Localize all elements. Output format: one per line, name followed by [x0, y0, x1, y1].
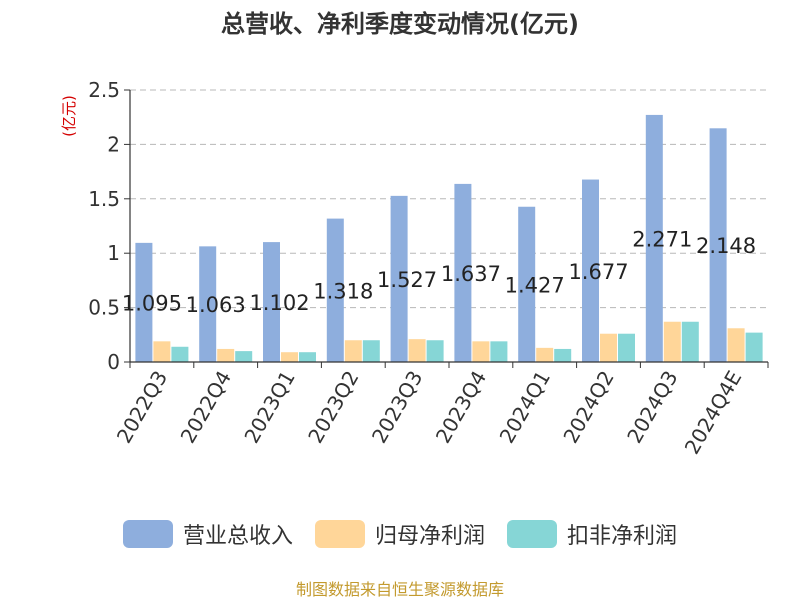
- legend-swatch-deducted-profit: [507, 520, 557, 548]
- y-tick-label: 1: [107, 241, 120, 265]
- y-axis-unit-label: (亿元): [60, 95, 78, 137]
- y-tick-label: 0.5: [88, 296, 120, 320]
- bar-revenue: [326, 218, 344, 362]
- legend-swatch-net-profit: [314, 520, 365, 548]
- bar-deducted-profit: [618, 333, 635, 362]
- x-tick-label: 2023Q2: [303, 367, 363, 448]
- chart-title: 总营收、净利季度变动情况(亿元): [221, 10, 579, 38]
- source-note: 制图数据来自恒生聚源数据库: [295, 580, 504, 599]
- data-label: 1.527: [377, 268, 437, 292]
- legend-label-deducted-profit: 扣非净利润: [567, 524, 678, 549]
- x-tick-label: 2024Q2: [558, 367, 618, 448]
- bar-deducted-profit: [171, 346, 189, 362]
- bar-deducted-profit: [681, 321, 699, 362]
- y-tick-label: 1.5: [88, 187, 120, 211]
- data-label: 1.095: [122, 291, 182, 315]
- bar-net-profit: [217, 348, 235, 362]
- x-tick-label: 2024Q4E: [680, 367, 747, 459]
- bar-revenue: [454, 183, 472, 362]
- bar-revenue: [199, 246, 217, 362]
- legend: 营业总收入 归母净利润 扣非净利润: [0, 518, 800, 550]
- bar-deducted-profit: [745, 332, 763, 362]
- bar-net-profit: [727, 328, 745, 362]
- legend-item-net-profit[interactable]: 归母净利润: [314, 518, 485, 550]
- legend-swatch-revenue: [122, 520, 173, 548]
- bar-revenue: [135, 242, 153, 362]
- data-label: 1.637: [441, 262, 501, 286]
- data-labels: 1.095 1.063 1.102 1.318 1.527 1.637 1.4271.677…: [122, 227, 756, 317]
- legend-item-revenue[interactable]: 营业总收入: [122, 518, 293, 550]
- bar-revenue: [390, 195, 408, 362]
- bar-revenue: [709, 128, 727, 362]
- bar-deducted-profit: [426, 340, 444, 362]
- x-tick-label: 2023Q3: [367, 367, 427, 448]
- bar-deducted-profit: [299, 352, 316, 362]
- x-tick-label: 2022Q3: [112, 367, 172, 448]
- bar-net-profit: [408, 339, 426, 362]
- bar-deducted-profit: [235, 351, 253, 362]
- bar-net-profit: [600, 333, 617, 362]
- bar-net-profit: [536, 347, 554, 362]
- y-tick-label: 2: [107, 132, 120, 156]
- bar-net-profit: [153, 341, 171, 362]
- bar-deducted-profit: [490, 341, 508, 362]
- bar-deducted-profit: [362, 340, 380, 362]
- x-tick-label: 2022Q4: [176, 367, 236, 448]
- legend-label-revenue: 营业总收入: [182, 524, 293, 549]
- y-tick-label: 0: [107, 350, 120, 374]
- x-tick-label: 2023Q4: [431, 367, 491, 448]
- x-tick-label: 2024Q1: [495, 367, 555, 448]
- bar-deducted-profit: [554, 348, 572, 362]
- x-tick-label: 2023Q1: [239, 367, 299, 448]
- data-label: 1.102: [249, 291, 309, 315]
- bars: [135, 114, 763, 363]
- bar-net-profit: [663, 321, 681, 362]
- bar-revenue: [518, 206, 536, 362]
- data-label: 1.677: [568, 260, 628, 284]
- bar-net-profit: [281, 352, 298, 362]
- bar-net-profit: [472, 341, 490, 362]
- data-label: 2.148: [696, 234, 756, 258]
- data-label: 1.318: [313, 279, 373, 303]
- data-label: 1.427: [505, 273, 565, 297]
- bar-revenue: [263, 242, 280, 362]
- bar-revenue: [582, 179, 599, 362]
- legend-label-net-profit: 归母净利润: [374, 524, 485, 549]
- y-tick-label: 2.5: [88, 78, 120, 102]
- legend-item-deducted-profit[interactable]: 扣非净利润: [507, 518, 677, 550]
- x-tick-label: 2024Q3: [622, 367, 682, 448]
- data-label: 2.271: [632, 227, 692, 251]
- bar-net-profit: [344, 340, 362, 362]
- data-label: 1.063: [186, 293, 246, 317]
- bar-revenue: [645, 114, 663, 363]
